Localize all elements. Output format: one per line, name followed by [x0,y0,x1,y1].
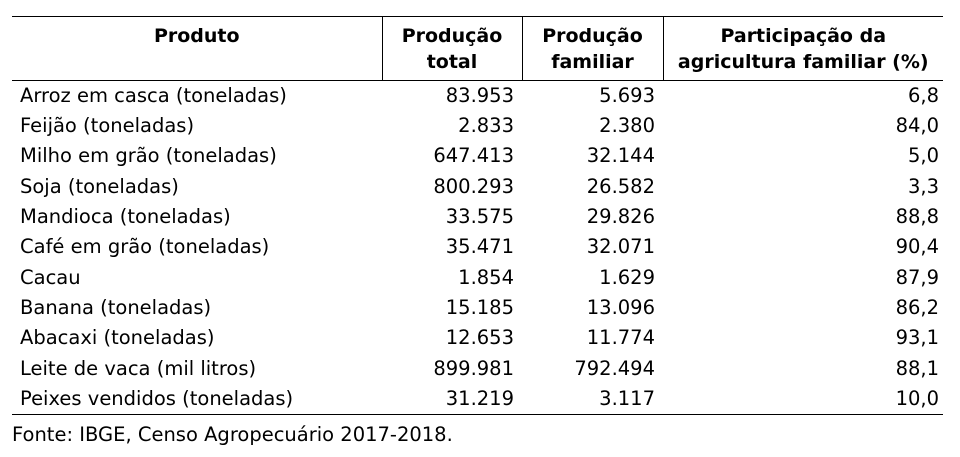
table-row: Feijão (toneladas) 2.833 2.380 84,0 [12,111,943,141]
cell-producao-familiar: 792.494 [574,356,655,380]
cell-produto: Cacau [20,265,81,289]
header-produto-label: Produto [153,25,240,47]
cell-producao-familiar: 3.117 [522,383,663,415]
header-participacao: Participação da agricultura familiar (%) [662,16,943,81]
table-row: Soja (toneladas) 800.293 26.582 3,3 [12,172,943,202]
cell-producao-total: 35.471 [445,235,514,259]
cell-produto: Milho em grão (toneladas) [20,144,277,168]
cell-producao-familiar: 29.826 [586,205,655,229]
cell-producao-total: 15.185 [445,295,514,319]
header-producao-familiar: Produção familiar [521,16,663,81]
cell-produto: Café em grão (toneladas) [20,235,270,259]
table-row: Leite de vaca (mil litros) 899.981 792.494… [12,353,943,383]
table-row: Banana (toneladas) 15.185 13.096 86,2 [12,293,943,323]
agriculture-table: Produto Produção total Produção familiar… [12,16,943,415]
cell-producao-total: 31.219 [382,383,522,415]
cell-producao-total: 83.953 [445,84,514,107]
header-producao-familiar-line1: Produção [542,25,643,47]
header-participacao-line2: agricultura familiar (%) [677,51,929,73]
cell-participacao: 6,8 [907,84,939,107]
cell-participacao: 93,1 [895,326,939,350]
header-produto: Produto [12,16,382,81]
cell-producao-total: 1.854 [458,265,514,289]
cell-participacao: 86,2 [895,295,939,319]
cell-producao-familiar: 32.144 [586,144,655,168]
cell-producao-total: 12.653 [445,326,514,350]
table-row: Milho em grão (toneladas) 647.413 32.144 5,… [12,141,943,171]
cell-produto: Banana (toneladas) [20,295,212,319]
table-row: Abacaxi (toneladas) 12.653 11.774 93,1 [12,323,943,353]
table-header: Produto Produção total Produção familiar… [12,16,943,81]
cell-producao-total: 647.413 [433,144,514,168]
cell-produto: Leite de vaca (mil litros) [20,356,257,380]
cell-producao-total: 2.833 [458,114,514,138]
header-participacao-line1: Participação da [720,25,887,47]
cell-producao-total: 33.575 [445,205,514,229]
cell-participacao: 3,3 [907,174,939,198]
table-row: Cacau 1.854 1.629 87,9 [12,262,943,292]
header-producao-total-line2: total [426,51,478,73]
table-row: Mandioca (toneladas) 33.575 29.826 88,8 [12,202,943,232]
table-row: Peixes vendidos (toneladas) 31.219 3.117 10… [12,383,943,415]
cell-producao-familiar: 2.380 [599,114,655,138]
cell-producao-familiar: 11.774 [586,326,655,350]
cell-produto: Mandioca (toneladas) [20,205,231,229]
header-row: Produto Produção total Produção familiar… [12,16,943,81]
table-row: Café em grão (toneladas) 35.471 32.071 90,4 [12,232,943,262]
table-row: Arroz em casca (toneladas) 83.953 5.693 6,8 [12,81,943,112]
cell-producao-familiar: 32.071 [586,235,655,259]
cell-produto: Feijão (toneladas) [20,114,195,138]
cell-producao-familiar: 13.096 [586,295,655,319]
cell-produto: Peixes vendidos (toneladas) [12,383,382,415]
cell-produto: Soja (toneladas) [20,174,179,198]
cell-produto: Abacaxi (toneladas) [20,326,215,350]
cell-participacao: 90,4 [895,235,939,259]
cell-producao-familiar: 1.629 [599,265,655,289]
cell-producao-total: 800.293 [433,174,514,198]
cell-produto: Arroz em casca (toneladas) [20,84,287,107]
cell-participacao: 88,1 [895,356,939,380]
table-body: Arroz em casca (toneladas) 83.953 5.693 6,8… [12,81,943,415]
cell-producao-total: 899.981 [433,356,514,380]
cell-participacao: 88,8 [895,205,939,229]
cell-participacao: 87,9 [895,265,939,289]
source-note: Fonte: IBGE, Censo Agropecuário 2017-201… [12,423,453,446]
cell-participacao: 84,0 [895,114,939,138]
cell-participacao: 5,0 [907,144,939,168]
header-producao-total: Produção total [381,16,522,81]
cell-producao-familiar: 26.582 [586,174,655,198]
cell-participacao: 10,0 [663,383,943,415]
header-producao-familiar-line2: familiar [551,51,634,73]
cell-producao-familiar: 5.693 [599,84,655,107]
header-producao-total-line1: Produção [401,25,503,47]
